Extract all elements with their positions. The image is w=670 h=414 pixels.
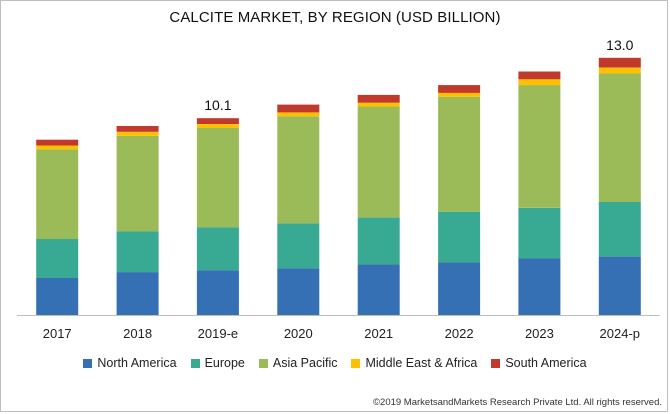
bar-south-america-2021 [357, 94, 400, 103]
copyright-notice: ©2019 MarketsandMarkets Research Private… [373, 397, 662, 408]
x-tick-label-2020: 2020 [284, 326, 313, 341]
x-tick-label-2018: 2018 [123, 326, 152, 341]
bar-asia-pacific-2024-p [598, 73, 641, 203]
legend-item-europe: Europe [190, 356, 245, 370]
legend-swatch-asia-pacific [258, 358, 268, 368]
legend-label-north-america: North America [97, 356, 177, 370]
x-tick-label-2019-e: 2019-e [198, 326, 238, 341]
bar-middle-east-africa-2021 [357, 102, 400, 107]
bar-north-america-2022 [438, 262, 481, 315]
bar-asia-pacific-2020 [277, 116, 320, 224]
legend-swatch-south-america [491, 358, 501, 368]
bar-middle-east-africa-2017 [36, 145, 79, 150]
bar-middle-east-africa-2023 [518, 79, 561, 86]
bar-middle-east-africa-2019-e [196, 124, 239, 128]
bar-europe-2022 [438, 211, 481, 263]
x-tick-label-2023: 2023 [525, 326, 554, 341]
legend: North America Europe Asia Pacific Middle Ea… [0, 356, 670, 370]
bar-europe-2017 [36, 239, 79, 278]
bar-north-america-2020 [277, 268, 320, 315]
legend-item-north-america: North America [83, 356, 177, 370]
data-label-2024-p: 13.0 [606, 37, 633, 53]
bar-north-america-2018 [116, 272, 159, 315]
x-tick-label-2022: 2022 [445, 326, 474, 341]
bar-asia-pacific-2017 [36, 149, 79, 239]
bar-europe-2019-e [196, 227, 239, 271]
bar-south-america-2023 [518, 71, 561, 80]
bar-south-america-2017 [36, 139, 79, 146]
legend-label-europe: Europe [204, 356, 245, 370]
bar-south-america-2020 [277, 104, 320, 113]
bar-south-america-2022 [438, 85, 481, 93]
bar-europe-2023 [518, 207, 561, 259]
bar-south-america-2024-p [598, 57, 641, 68]
chart-title: CALCITE MARKET, BY REGION (USD BILLION) [169, 9, 501, 26]
legend-label-middle-east-africa: Middle East & Africa [365, 356, 478, 370]
x-tick-label-2024-p: 2024-p [600, 326, 640, 341]
bar-south-america-2019-e [196, 118, 239, 124]
legend-label-south-america: South America [505, 356, 587, 370]
bar-asia-pacific-2022 [438, 96, 481, 212]
x-tick-label-2021: 2021 [364, 326, 393, 341]
bar-north-america-2019-e [196, 270, 239, 315]
legend-item-south-america: South America [491, 356, 587, 370]
bar-middle-east-africa-2020 [277, 112, 320, 117]
bar-middle-east-africa-2022 [438, 92, 481, 97]
bar-north-america-2017 [36, 278, 79, 315]
bar-europe-2018 [116, 231, 159, 273]
bar-asia-pacific-2018 [116, 135, 159, 232]
bar-middle-east-africa-2018 [116, 131, 159, 136]
bar-south-america-2018 [116, 126, 159, 132]
bar-asia-pacific-2019-e [196, 128, 239, 228]
bar-north-america-2024-p [598, 256, 641, 315]
bar-north-america-2021 [357, 264, 400, 315]
bar-asia-pacific-2021 [357, 106, 400, 218]
legend-swatch-north-america [83, 358, 93, 368]
legend-item-middle-east-africa: Middle East & Africa [351, 356, 477, 370]
x-tick-label-2017: 2017 [43, 326, 72, 341]
bar-europe-2024-p [598, 202, 641, 257]
legend-swatch-middle-east-africa [351, 358, 361, 368]
bar-asia-pacific-2023 [518, 85, 561, 208]
data-label-2019-e: 10.1 [204, 97, 231, 113]
legend-swatch-europe [190, 358, 200, 368]
legend-item-asia-pacific: Asia Pacific [258, 356, 338, 370]
bar-europe-2020 [277, 223, 320, 269]
bar-north-america-2023 [518, 258, 561, 315]
bar-middle-east-africa-2024-p [598, 67, 641, 74]
bar-europe-2021 [357, 217, 400, 265]
legend-label-asia-pacific: Asia Pacific [272, 356, 338, 370]
